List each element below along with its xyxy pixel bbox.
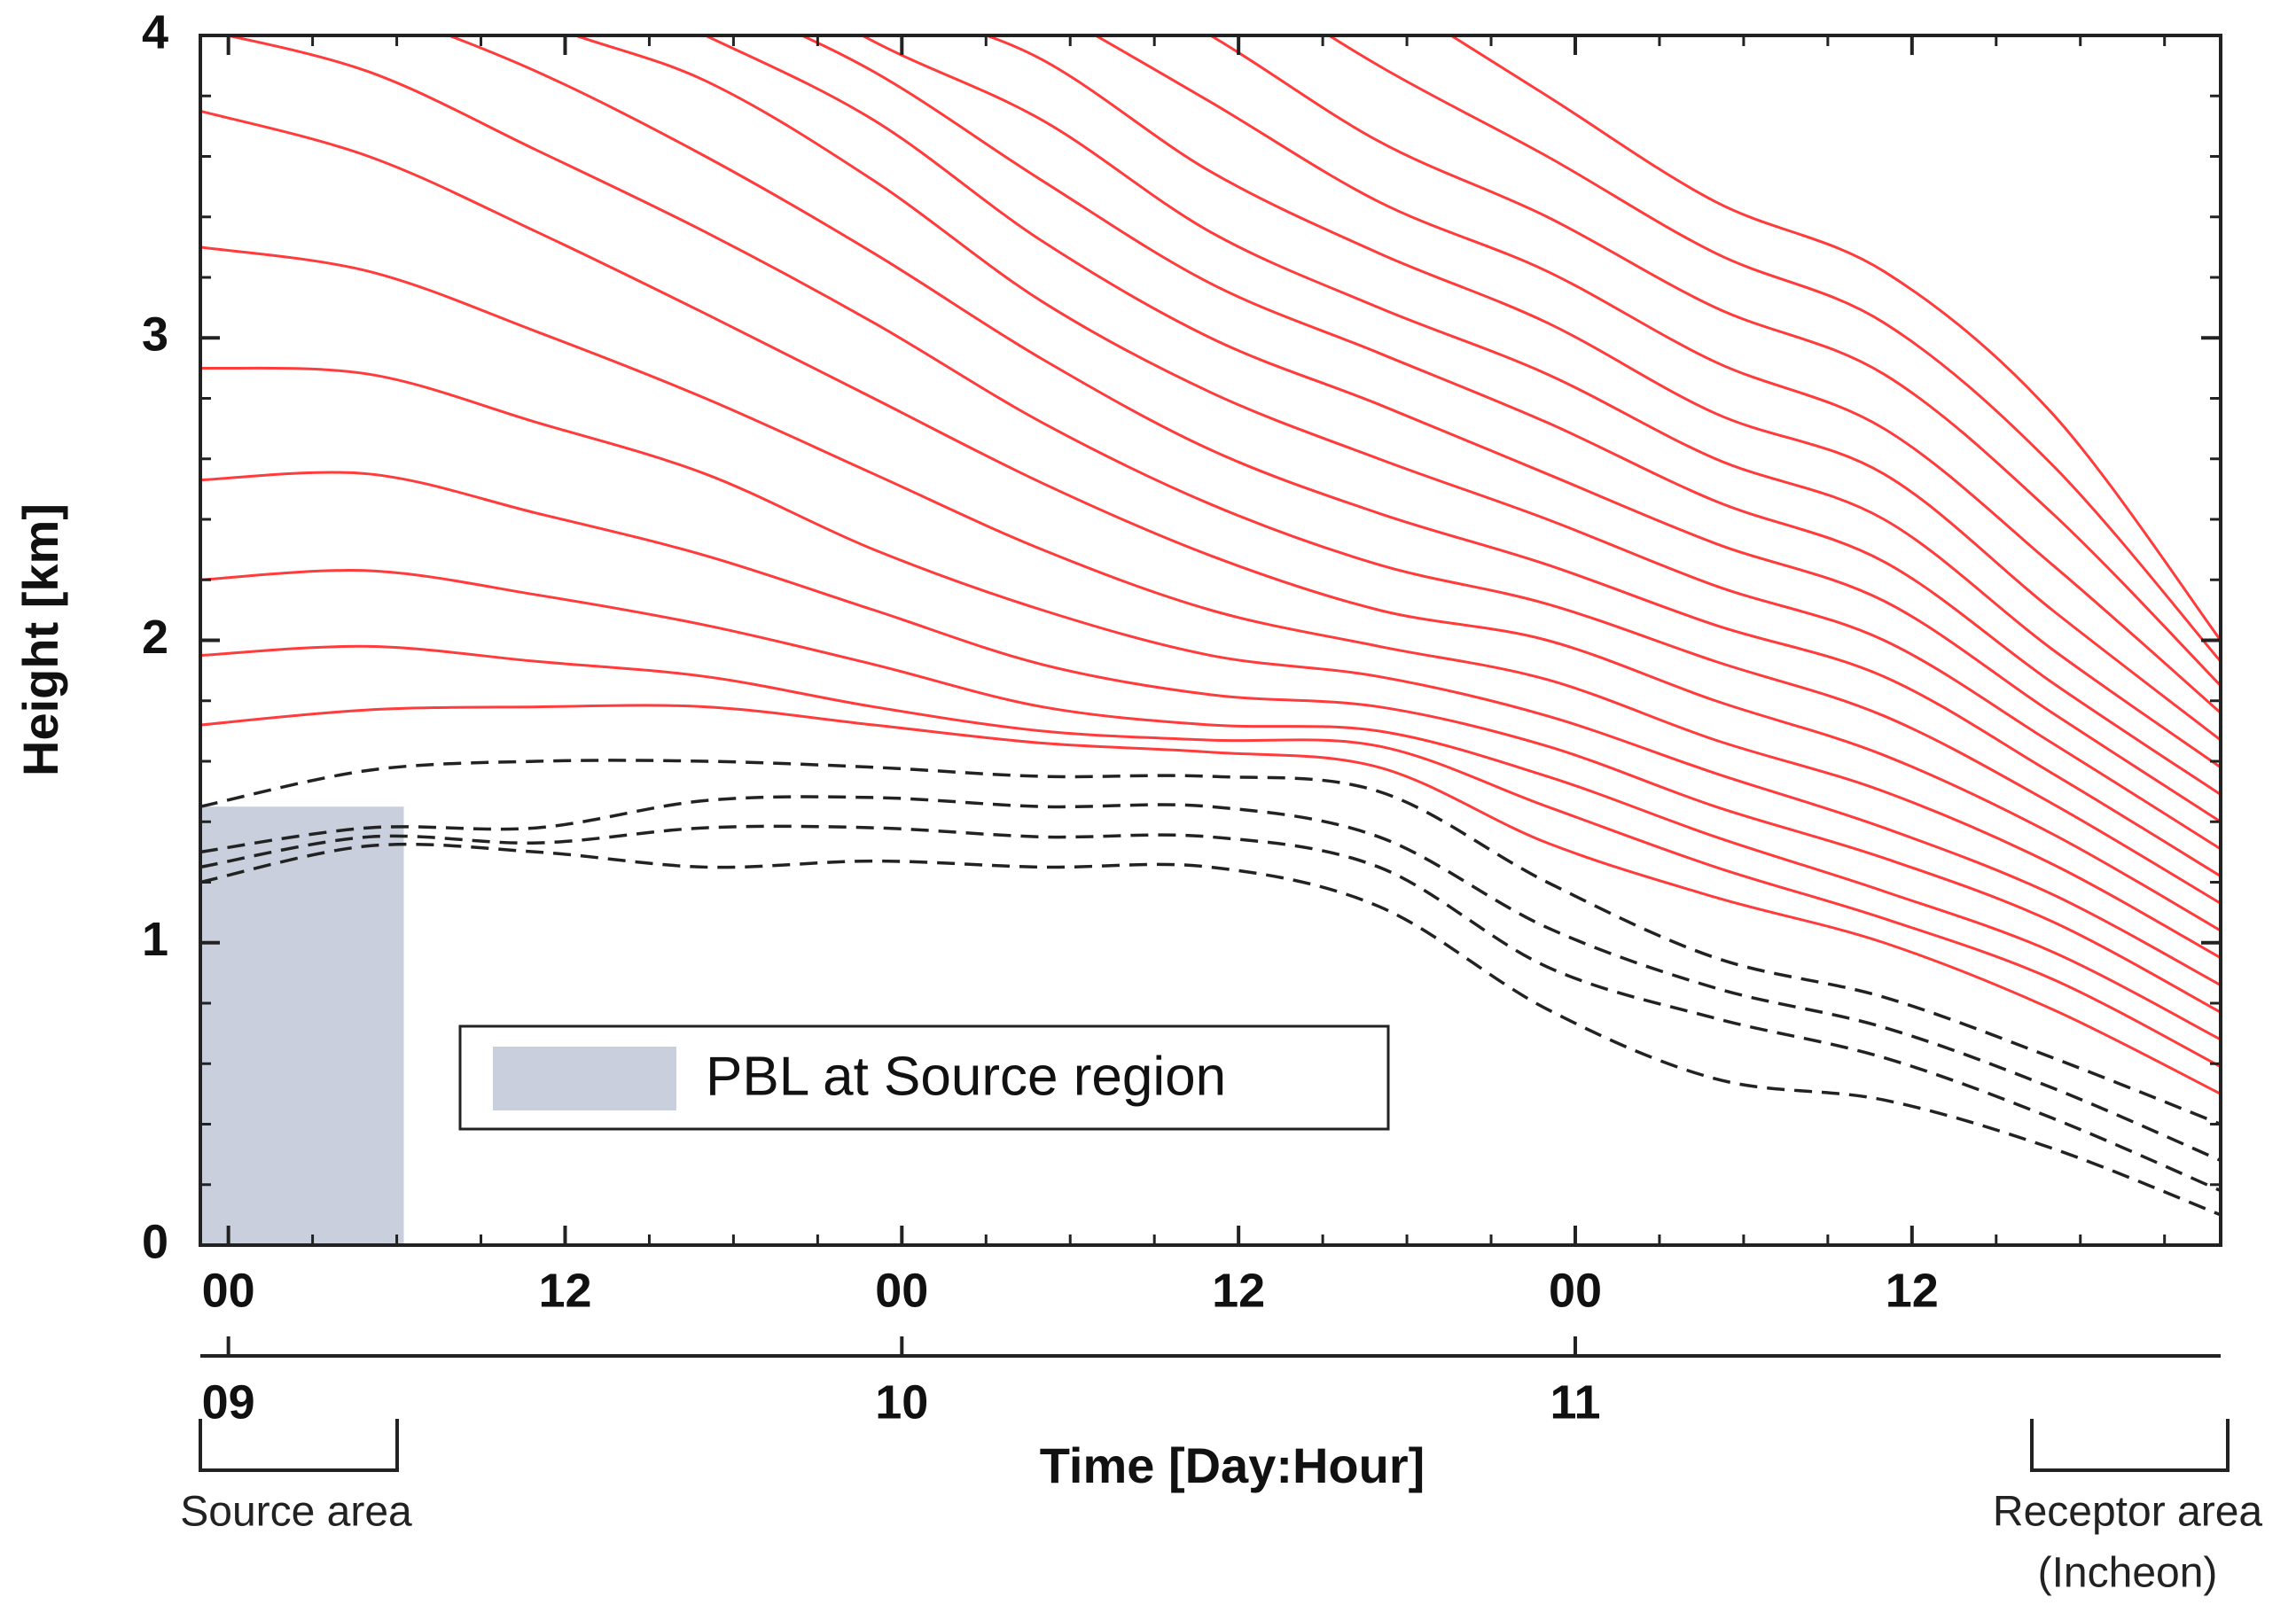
day-tick-label: 10 [875, 1375, 928, 1429]
y-tick-label: 1 [142, 913, 168, 966]
y-tick-label: 3 [142, 308, 168, 362]
lines [200, 35, 2221, 1217]
x-tick-label: 12 [1886, 1264, 1939, 1317]
trajectory [982, 35, 2221, 742]
source-annotation: Source area [180, 1489, 412, 1536]
y-tick-label: 0 [142, 1215, 168, 1268]
x-tick-label: 00 [202, 1264, 255, 1317]
y-tick-label: 2 [142, 611, 168, 664]
dashed-trajectory [200, 824, 2221, 1193]
trajectory [859, 35, 2221, 769]
trajectory [200, 704, 2221, 1095]
trajectory [200, 471, 2221, 1014]
x-tick-label: 12 [1212, 1264, 1265, 1317]
dashed-trajectory [200, 759, 2221, 1126]
trajectory [1326, 35, 2221, 663]
trajectory [1207, 35, 2221, 687]
x-tick-label: 12 [538, 1264, 591, 1317]
trajectory [1448, 35, 2221, 642]
trajectory [200, 644, 2221, 1068]
trajectory [200, 109, 2221, 932]
receptor-bracket [2030, 1419, 2230, 1472]
trajectory [221, 35, 2221, 905]
pbl-area [200, 806, 404, 1245]
trajectory [571, 35, 2221, 851]
source-bracket [199, 1419, 399, 1472]
trajectory [445, 35, 2221, 877]
day-tick-label: 11 [1550, 1375, 1600, 1429]
legend-label: PBL at Source region [706, 1046, 1226, 1107]
trajectory [200, 569, 2221, 1041]
trajectory [200, 366, 2221, 986]
dashed-trajectory [200, 795, 2221, 1163]
legend-swatch [493, 1047, 676, 1110]
trajectory [200, 245, 2221, 960]
x-axis-label: Time [Day:Hour] [1040, 1437, 1425, 1493]
receptor-annotation: Receptor area [1993, 1489, 2262, 1536]
receptor-annotation: (Incheon) [2038, 1550, 2218, 1597]
trajectory [702, 35, 2221, 823]
dashed-trajectory [200, 842, 2221, 1217]
x-tick-label: 00 [875, 1264, 928, 1317]
y-axis-label: Height [km] [12, 503, 68, 776]
trajectory [799, 35, 2221, 796]
trajectory [1092, 35, 2221, 714]
day-tick-label: 09 [202, 1375, 255, 1429]
x-tick-label: 00 [1549, 1264, 1602, 1317]
y-tick-label: 4 [142, 5, 168, 58]
